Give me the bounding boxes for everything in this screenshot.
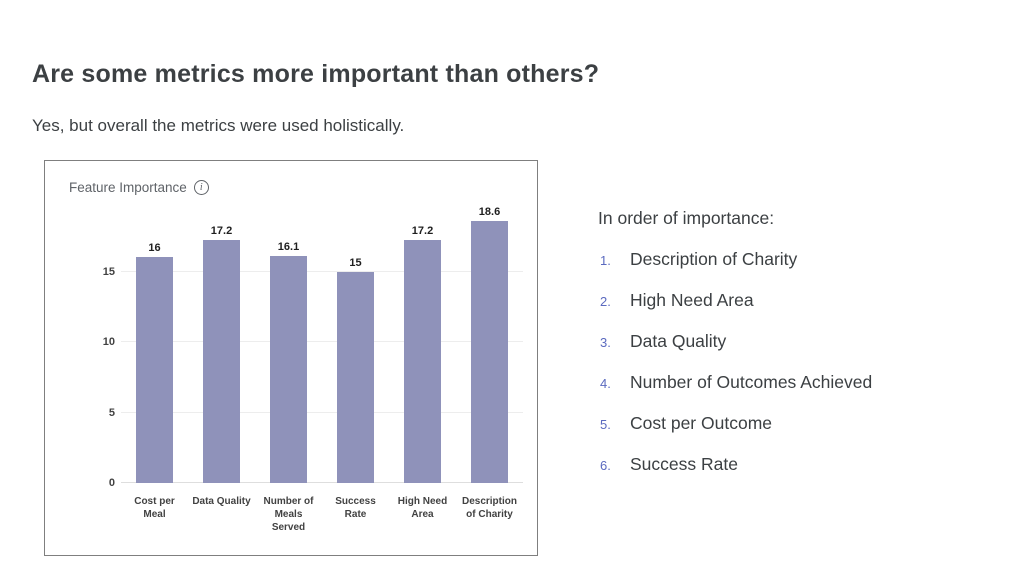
x-axis-label-cost-per-meal: Cost per Meal xyxy=(134,496,175,520)
importance-item-label: Cost per Outcome xyxy=(630,413,772,433)
bar-chart-plot-area: 0 5 10 15 16 17.2 16.1 15 17.2 18.6 xyxy=(103,201,523,489)
y-axis-tick-5: 5 xyxy=(108,406,115,419)
bar-value-label: 17.2 xyxy=(411,225,434,238)
feature-importance-card: Feature Importance i 0 5 10 15 16 17.2 16.1 15 1… xyxy=(44,160,538,556)
chart-header: Feature Importance i xyxy=(69,180,209,195)
x-axis-label-description-of-charity: Description of Charity xyxy=(461,496,517,520)
bar-high-need-area[interactable] xyxy=(404,240,441,483)
bar-success-rate[interactable] xyxy=(337,271,374,483)
importance-item-label: High Need Area xyxy=(630,290,754,310)
y-axis-tick-10: 10 xyxy=(102,336,115,348)
importance-item: 2. High Need Area xyxy=(598,290,988,311)
gridline-y-0 xyxy=(121,482,523,483)
x-axis-label-data-quality: Data Quality xyxy=(192,496,251,507)
x-axis-labels: Cost per Meal Data Quality Number of Meals… xyxy=(121,495,523,534)
bar-value-label: 18.6 xyxy=(478,205,501,218)
y-axis-tick-15: 15 xyxy=(102,265,115,278)
importance-item: 6. Success Rate xyxy=(598,454,988,475)
bar-data-quality[interactable] xyxy=(203,240,240,483)
importance-item-number: 5. xyxy=(600,417,611,432)
bar-cost-per-meal[interactable] xyxy=(136,257,173,483)
bar-column: 16 xyxy=(121,201,188,483)
importance-item-number: 6. xyxy=(600,458,611,473)
bar-column: 15 xyxy=(322,201,389,483)
page-title: Are some metrics more important than oth… xyxy=(32,60,600,88)
gridline-y-10 xyxy=(121,341,523,342)
importance-list: 1. Description of Charity 2. High Need Area… xyxy=(598,249,988,475)
importance-item: 1. Description of Charity xyxy=(598,249,988,270)
page-subtitle: Yes, but overall the metrics were used h… xyxy=(32,116,405,135)
bar-value-label: 16 xyxy=(148,242,161,255)
bars-container: 16 17.2 16.1 15 17.2 18.6 xyxy=(121,201,523,483)
bar-column: 17.2 xyxy=(389,201,456,483)
bar-column: 18.6 xyxy=(456,201,523,483)
x-axis-label-number-of-meals-served: Number of Meals Served xyxy=(263,496,314,533)
importance-item-label: Success Rate xyxy=(630,454,738,474)
importance-item-label: Data Quality xyxy=(630,331,727,351)
importance-heading: In order of importance: xyxy=(598,208,775,228)
x-axis-label-high-need-area: High Need Area xyxy=(397,496,448,520)
bar-description-of-charity[interactable] xyxy=(471,220,508,483)
importance-panel: In order of importance: 1. Description of… xyxy=(598,208,988,475)
importance-item: 5. Cost per Outcome xyxy=(598,413,988,434)
importance-item: 4. Number of Outcomes Achieved xyxy=(598,372,988,393)
info-icon[interactable]: i xyxy=(193,180,209,195)
x-axis-label-success-rate: Success Rate xyxy=(335,496,376,520)
gridline-y-5 xyxy=(121,411,523,413)
importance-item-label: Description of Charity xyxy=(630,249,798,269)
bar-column: 17.2 xyxy=(188,201,255,483)
importance-item-number: 3. xyxy=(600,335,611,350)
bar-number-of-meals-served[interactable] xyxy=(270,256,307,483)
importance-item-label: Number of Outcomes Achieved xyxy=(630,372,873,392)
importance-item: 3. Data Quality xyxy=(598,331,988,352)
importance-item-number: 2. xyxy=(600,294,611,309)
bar-column: 16.1 xyxy=(255,201,322,483)
bar-value-label: 16.1 xyxy=(277,241,300,253)
bar-value-label: 15 xyxy=(349,256,362,269)
y-axis-tick-0: 0 xyxy=(108,477,115,489)
bar-value-label: 17.2 xyxy=(210,225,233,238)
importance-item-number: 4. xyxy=(600,376,611,391)
chart-title: Feature Importance xyxy=(69,180,187,195)
gridline-y-15 xyxy=(121,270,523,272)
importance-item-number: 1. xyxy=(600,253,611,268)
